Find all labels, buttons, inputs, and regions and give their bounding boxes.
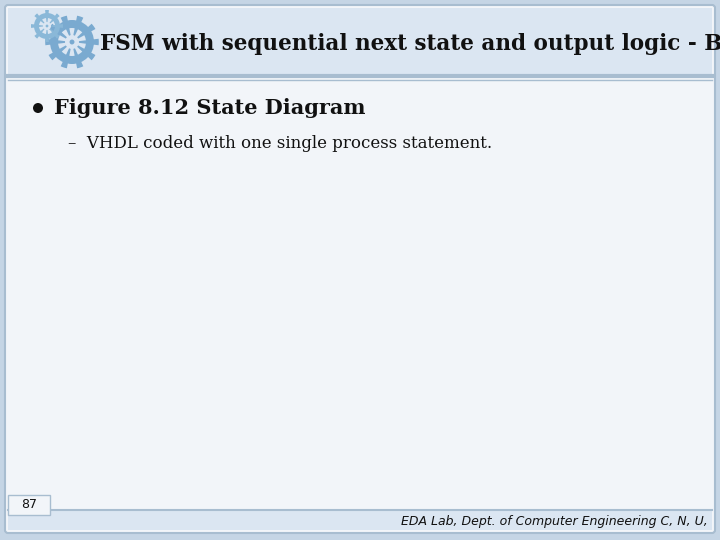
Wedge shape xyxy=(72,16,84,42)
FancyBboxPatch shape xyxy=(5,5,715,533)
Wedge shape xyxy=(72,42,84,68)
Wedge shape xyxy=(47,26,60,38)
Wedge shape xyxy=(48,24,72,42)
Wedge shape xyxy=(72,24,96,42)
Text: 87: 87 xyxy=(21,498,37,511)
Wedge shape xyxy=(35,14,47,26)
Wedge shape xyxy=(47,24,63,28)
Wedge shape xyxy=(48,42,72,60)
Bar xyxy=(8,495,50,515)
Bar xyxy=(8,8,712,76)
Wedge shape xyxy=(31,24,47,28)
Wedge shape xyxy=(47,14,60,26)
Text: EDA Lab, Dept. of Computer Engineering C, N, U,: EDA Lab, Dept. of Computer Engineering C… xyxy=(401,515,708,528)
Wedge shape xyxy=(45,10,49,26)
Circle shape xyxy=(33,103,43,113)
Wedge shape xyxy=(34,13,60,39)
Circle shape xyxy=(45,25,48,28)
Wedge shape xyxy=(72,39,99,45)
Wedge shape xyxy=(45,39,72,45)
Circle shape xyxy=(65,35,79,49)
Wedge shape xyxy=(60,42,72,68)
Wedge shape xyxy=(50,20,94,64)
Wedge shape xyxy=(60,16,72,42)
Wedge shape xyxy=(72,42,96,60)
Circle shape xyxy=(43,22,51,30)
Circle shape xyxy=(70,39,74,44)
Text: FSM with sequential next state and output logic - Blackjack: FSM with sequential next state and outpu… xyxy=(100,33,720,55)
Wedge shape xyxy=(45,26,49,42)
Bar xyxy=(8,510,712,530)
Wedge shape xyxy=(35,26,47,38)
Text: Figure 8.12 State Diagram: Figure 8.12 State Diagram xyxy=(54,98,366,118)
Text: –  VHDL coded with one single process statement.: – VHDL coded with one single process sta… xyxy=(68,134,492,152)
